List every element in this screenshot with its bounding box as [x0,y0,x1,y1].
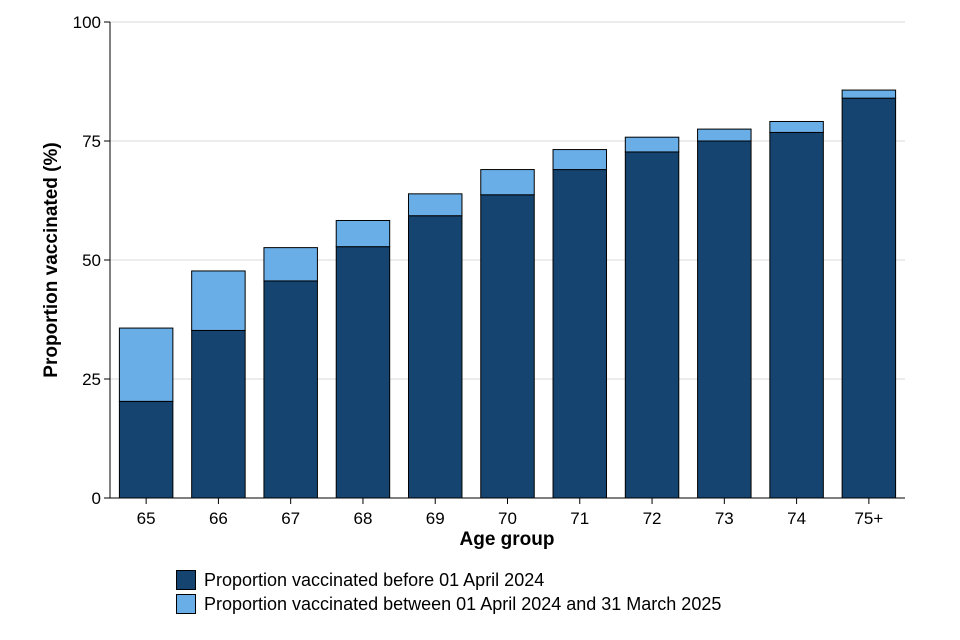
axes [104,21,905,504]
legend-label-before: Proportion vaccinated before 01 April 20… [204,569,545,590]
bar-between-66 [191,270,246,331]
x-tick-label: 68 [353,509,372,528]
bar-before-65 [118,400,174,499]
y-tick-label: 50 [82,251,101,270]
y-tick-label: 100 [73,13,101,32]
x-tick-label: 75+ [854,509,883,528]
bar-between-71 [552,149,608,171]
legend-label-between: Proportion vaccinated between 01 April 2… [204,593,722,614]
bar-between-72 [624,136,680,153]
legend-item-between: Proportion vaccinated between 01 April 2… [176,592,721,616]
legend: Proportion vaccinated before 01 April 20… [176,568,721,616]
bar-before-74 [769,131,824,499]
x-tick-label: 70 [498,509,517,528]
x-axis-title: Age group [460,529,555,550]
bar-between-73 [697,128,752,142]
bar-before-70 [480,194,535,499]
bar-before-67 [263,280,318,499]
bar-before-72 [624,151,680,499]
bar-before-68 [335,246,391,499]
bar-before-73 [697,140,752,499]
y-tick-label: 75 [82,132,101,151]
legend-swatch-before [176,570,196,590]
legend-item-before: Proportion vaccinated before 01 April 20… [176,568,721,592]
bar-between-75+ [841,89,897,99]
bar-before-66 [191,329,246,499]
y-tick-label: 25 [82,370,101,389]
bar-between-69 [407,193,463,217]
bar-between-65 [118,327,174,402]
legend-swatch-between [176,594,196,614]
bar-between-68 [335,219,391,248]
y-tick-label: 0 [92,489,101,508]
y-tick-labels: 0 25 50 75 100 [73,13,101,508]
x-tick-label: 67 [281,509,300,528]
bar-between-70 [480,169,535,196]
x-tick-label: 66 [209,509,228,528]
bar-before-69 [407,215,463,499]
bar-before-71 [552,169,608,499]
x-tick-label: 71 [570,509,589,528]
x-tick-label: 65 [137,509,156,528]
bars [118,89,897,499]
x-tick-label: 73 [715,509,734,528]
x-tick-label: 74 [787,509,806,528]
bar-between-74 [769,120,824,133]
bar-between-67 [263,247,318,282]
bar-before-75+ [841,97,897,499]
y-axis-title: Proportion vaccinated (%) [41,142,62,377]
x-tick-label: 69 [426,509,445,528]
x-tick-label: 72 [643,509,662,528]
x-tick-labels: 65 66 67 68 69 70 71 72 73 74 75+ [137,509,884,528]
